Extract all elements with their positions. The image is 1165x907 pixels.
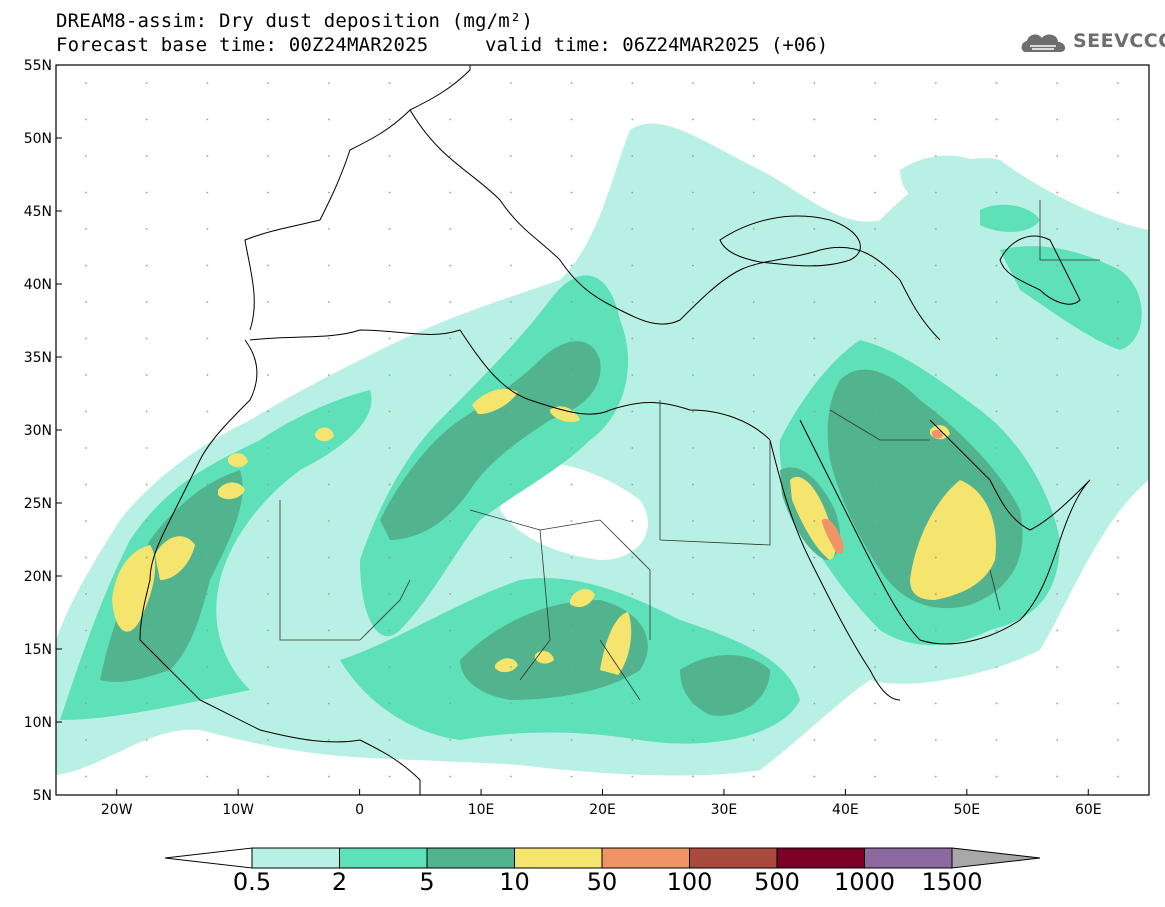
colorbar-over-arrow bbox=[952, 848, 1040, 868]
colorbar-swatch bbox=[690, 848, 778, 868]
colorbar-label: 5 bbox=[419, 868, 434, 896]
colorbar-label: 2 bbox=[332, 868, 347, 896]
colorbar-label: 100 bbox=[667, 868, 713, 896]
colorbar-label: 0.5 bbox=[233, 868, 271, 896]
colorbar-swatch bbox=[602, 848, 690, 868]
colorbar-label: 500 bbox=[754, 868, 800, 896]
colorbar-label: 1500 bbox=[921, 868, 982, 896]
colorbar-swatch bbox=[515, 848, 603, 868]
colorbar-swatch bbox=[427, 848, 515, 868]
colorbar-label: 50 bbox=[587, 868, 618, 896]
colorbar-under-arrow bbox=[165, 848, 252, 868]
colorbar-swatch bbox=[340, 848, 428, 868]
colorbar-swatch bbox=[252, 848, 340, 868]
colorbar-swatch bbox=[865, 848, 953, 868]
colorbar-swatch bbox=[777, 848, 865, 868]
colorbar-label: 10 bbox=[499, 868, 530, 896]
colorbar-label: 1000 bbox=[834, 868, 895, 896]
